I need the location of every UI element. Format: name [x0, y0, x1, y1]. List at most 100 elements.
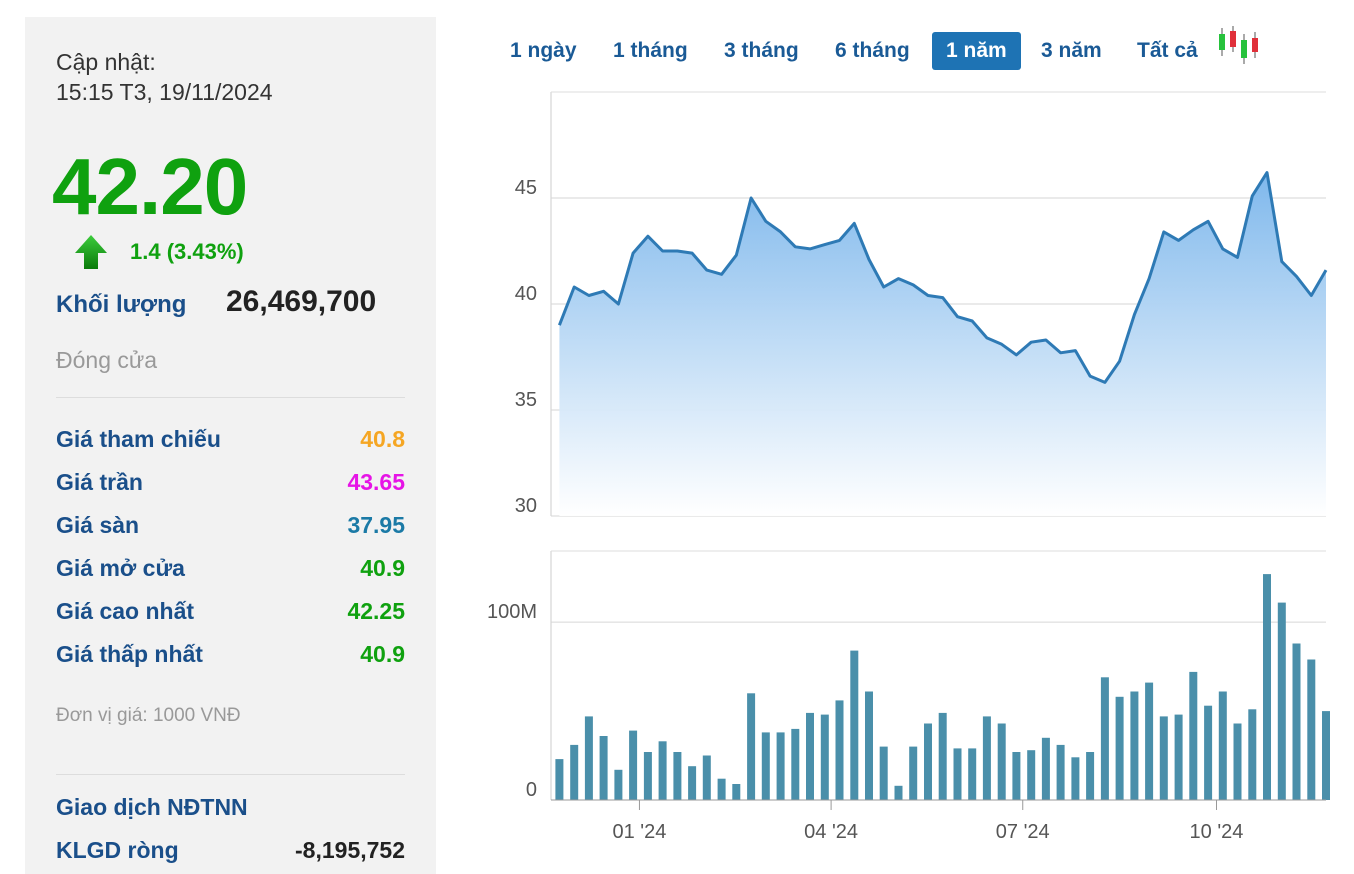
- volume-bar: [1071, 757, 1080, 800]
- volume-bar: [643, 752, 652, 800]
- volume-bar: [555, 759, 564, 800]
- volume-bar: [658, 741, 667, 800]
- volume-bar: [791, 728, 800, 800]
- stat-value-low: 40.9: [360, 641, 405, 667]
- volume-bar: [1027, 750, 1036, 800]
- volume-bar: [717, 778, 726, 800]
- x-tick-label: 04 '24: [804, 821, 858, 843]
- volume-bar: [806, 712, 814, 800]
- volume-bar: [732, 784, 741, 800]
- volume-bar: [1056, 744, 1065, 800]
- volume-bar: [968, 748, 977, 800]
- range-tab-all[interactable]: Tất cả: [1137, 39, 1198, 62]
- volume-bar: [688, 766, 697, 800]
- price-unit-note: Đơn vị giá: 1000 VNĐ: [56, 705, 241, 726]
- up-arrow-icon: [75, 235, 107, 269]
- stat-row-reference: Giá tham chiếu 40.8: [56, 426, 405, 456]
- volume-bar: [1307, 659, 1316, 800]
- volume-bar: [953, 748, 962, 800]
- volume-bar: [1145, 682, 1154, 800]
- volume-bar: [776, 732, 785, 800]
- volume-bar: [865, 691, 873, 800]
- volume-bar: [894, 785, 903, 800]
- foreign-net-label: KLGD ròng: [56, 837, 179, 863]
- stat-value-reference: 40.8: [360, 426, 405, 452]
- stat-value-open: 40.9: [360, 555, 405, 581]
- price-chart: 30 35 40 45: [515, 91, 1328, 517]
- volume-bar: [997, 723, 1006, 800]
- price-y-tick-label: 30: [515, 495, 537, 517]
- volume-bar: [629, 730, 638, 800]
- range-tab-3y[interactable]: 3 năm: [1041, 39, 1102, 62]
- volume-bar: [1204, 705, 1213, 800]
- stat-row-floor: Giá sàn 37.95: [56, 512, 405, 542]
- stat-row-open: Giá mở cửa 40.9: [56, 555, 405, 585]
- volume-bar: [1174, 714, 1183, 800]
- volume-bar: [1263, 574, 1271, 800]
- updated-label: Cập nhật:: [56, 49, 156, 75]
- range-tab-1d[interactable]: 1 ngày: [510, 39, 577, 62]
- volume-bar: [747, 693, 756, 800]
- stat-row-high: Giá cao nhất 42.25: [56, 598, 405, 628]
- volume-bar: [1012, 752, 1021, 800]
- updated-time: 15:15 T3, 19/11/2024: [56, 79, 273, 105]
- stat-row-ceiling: Giá trần 43.65: [56, 469, 405, 499]
- stat-label: Giá cao nhất: [56, 598, 195, 624]
- foreign-net-row: KLGD ròng -8,195,752: [56, 837, 405, 867]
- volume-bar: [1233, 723, 1242, 800]
- volume-bar: [909, 746, 918, 800]
- stat-value-floor: 37.95: [347, 512, 405, 538]
- volume-bar: [835, 700, 844, 800]
- range-tab-1y[interactable]: 1 năm: [932, 32, 1021, 70]
- volume-bar: [879, 746, 888, 800]
- price-area: [559, 172, 1326, 516]
- range-tab-6m[interactable]: 6 tháng: [835, 39, 910, 62]
- volume-bar: [850, 650, 859, 800]
- volume-bar: [614, 769, 623, 800]
- price-change: 1.4 (3.43%): [130, 239, 244, 264]
- candlestick-icon[interactable]: [1216, 26, 1262, 66]
- market-status: Đóng cửa: [56, 347, 158, 373]
- volume-label: Khối lượng: [56, 291, 187, 318]
- stat-value-ceiling: 43.65: [347, 469, 405, 495]
- volume-bar: [599, 736, 608, 800]
- price-y-tick-label: 40: [515, 283, 537, 305]
- volume-bar: [820, 714, 829, 800]
- volume-bar: [1292, 643, 1301, 800]
- divider: [56, 774, 405, 775]
- range-tab-1m[interactable]: 1 tháng: [613, 39, 688, 62]
- stat-label: Giá mở cửa: [56, 555, 185, 581]
- volume-bar: [1218, 691, 1227, 800]
- stat-label: Giá trần: [56, 469, 143, 495]
- price-y-tick-label: 35: [515, 389, 537, 411]
- volume-bar: [1041, 737, 1050, 801]
- x-tick-label: 01 '24: [613, 821, 667, 843]
- stat-label: Giá thấp nhất: [56, 641, 203, 667]
- volume-bar: [761, 732, 770, 800]
- foreign-trading-title: Giao dịch NĐTNN: [56, 794, 248, 820]
- current-price: 42.20: [52, 142, 248, 231]
- volume-bar: [924, 723, 932, 800]
- volume-bar: [938, 712, 947, 800]
- x-tick-label: 10 '24: [1190, 821, 1244, 843]
- volume-bar: [1086, 752, 1095, 800]
- volume-bar: [1322, 711, 1330, 800]
- volume-bar: [982, 716, 991, 800]
- price-y-tick-label: 45: [515, 177, 537, 199]
- foreign-net-value: -8,195,752: [295, 837, 405, 863]
- x-tick-label: 07 '24: [996, 821, 1050, 843]
- volume-bar: [1277, 602, 1286, 800]
- volume-chart: 0 100M 01 '24 04 '24 07 '24 10 '24: [487, 550, 1330, 843]
- volume-bar: [1159, 716, 1168, 800]
- volume-bar: [570, 744, 579, 800]
- stat-label: Giá sàn: [56, 512, 140, 538]
- volume-bar: [1189, 671, 1198, 800]
- volume-bar: [584, 716, 593, 800]
- volume-y-tick-label: 100M: [487, 601, 537, 623]
- volume-bar: [1100, 677, 1109, 800]
- volume-bar: [1115, 696, 1124, 800]
- range-tab-3m[interactable]: 3 tháng: [724, 39, 799, 62]
- volume-bar: [673, 752, 682, 800]
- quote-panel: Cập nhật: 15:15 T3, 19/11/2024 42.20 1.4…: [25, 17, 436, 874]
